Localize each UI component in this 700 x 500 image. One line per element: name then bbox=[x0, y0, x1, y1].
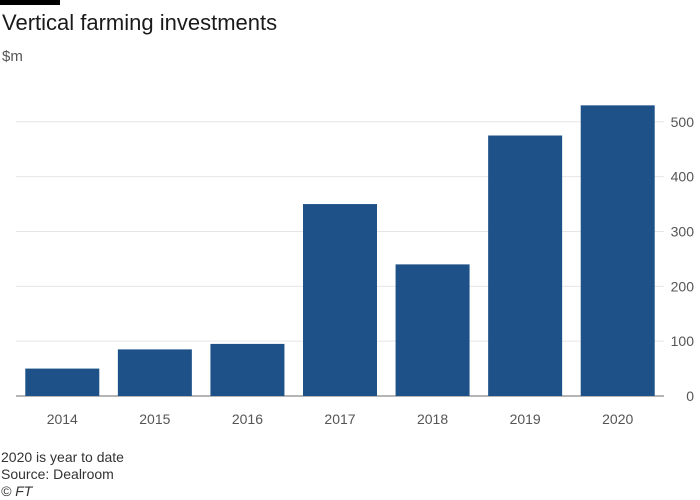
ft-credit: © FT bbox=[1, 483, 33, 499]
footnote-ytd: 2020 is year to date bbox=[1, 449, 124, 465]
x-tick-label: 2017 bbox=[324, 411, 355, 427]
bar-2015 bbox=[117, 349, 192, 396]
bar-2017 bbox=[303, 204, 377, 396]
y-tick-labels: 0 100 200 300 400 500 bbox=[671, 114, 695, 404]
x-tick-label: 2014 bbox=[47, 411, 78, 427]
y-tick-label: 200 bbox=[671, 278, 695, 294]
x-tick-label: 2016 bbox=[232, 411, 263, 427]
bar-2014 bbox=[25, 368, 100, 396]
x-tick-label: 2018 bbox=[417, 411, 448, 427]
x-tick-labels: 2014 2015 2016 2017 2018 2019 2020 bbox=[47, 411, 634, 427]
y-tick-label: 300 bbox=[671, 223, 695, 239]
x-tick-label: 2015 bbox=[139, 411, 170, 427]
bar-2016 bbox=[210, 343, 285, 396]
footnotes: 2020 is year to date Source: Dealroom © … bbox=[1, 449, 124, 500]
top-rule bbox=[0, 0, 60, 5]
chart-title: Vertical farming investments bbox=[2, 10, 278, 35]
source-note: Source: Dealroom bbox=[1, 466, 114, 482]
bar-2020 bbox=[580, 105, 655, 397]
y-tick-label: 400 bbox=[671, 169, 695, 185]
x-tick-label: 2020 bbox=[602, 411, 633, 427]
x-tick-label: 2019 bbox=[510, 411, 541, 427]
y-tick-label: 100 bbox=[671, 333, 695, 349]
y-tick-label: 500 bbox=[671, 114, 695, 130]
y-axis-unit: $m bbox=[2, 48, 23, 65]
bar-2018 bbox=[395, 264, 470, 396]
bars bbox=[25, 105, 655, 397]
y-tick-label: 0 bbox=[686, 388, 694, 404]
bar-2019 bbox=[488, 135, 563, 396]
